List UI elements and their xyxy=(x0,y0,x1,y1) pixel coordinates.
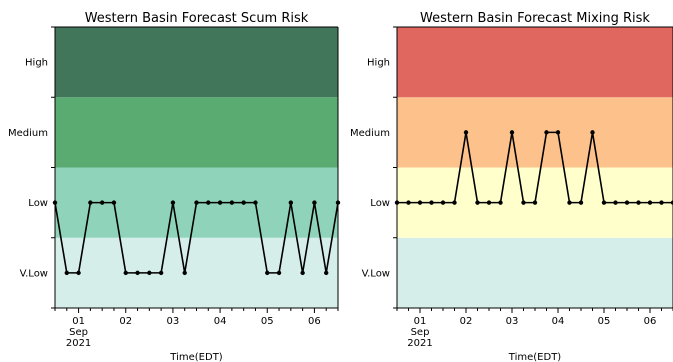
data-point xyxy=(241,200,246,205)
data-point xyxy=(578,200,584,205)
data-point xyxy=(452,200,457,205)
data-point xyxy=(265,270,270,276)
data-point xyxy=(170,200,176,205)
data-point xyxy=(206,200,211,205)
data-point xyxy=(135,270,140,276)
y-tick-label: V.Low xyxy=(362,268,390,279)
risk-band-vlow xyxy=(397,237,673,308)
x-tick-label: 06 xyxy=(644,316,657,327)
y-tick-label: V.Low xyxy=(20,268,48,279)
x-tick-label: 2021 xyxy=(407,338,432,349)
data-point xyxy=(147,270,152,276)
data-point xyxy=(76,270,81,276)
x-tick-label: 05 xyxy=(598,316,611,327)
x-tick-label: 01 xyxy=(414,316,427,327)
data-point xyxy=(158,270,164,276)
risk-band-medium xyxy=(397,97,673,168)
data-point xyxy=(288,200,294,205)
x-axis-label: Time(EDT) xyxy=(508,352,562,362)
data-point xyxy=(601,200,607,205)
data-point xyxy=(88,200,93,205)
risk-band-vlow xyxy=(55,237,338,308)
data-point xyxy=(229,200,235,205)
data-point xyxy=(52,200,58,205)
x-tick-label: Sep xyxy=(69,327,88,338)
data-point xyxy=(217,200,223,205)
x-tick-label: 04 xyxy=(552,316,565,327)
data-point xyxy=(406,200,411,205)
x-tick-label: 04 xyxy=(214,316,227,327)
y-tick-label: High xyxy=(367,58,390,69)
x-tick-label: 2021 xyxy=(66,338,91,349)
data-point xyxy=(647,200,653,205)
data-point xyxy=(123,270,128,276)
data-point xyxy=(335,200,341,205)
data-point xyxy=(475,200,480,205)
x-tick-label: 03 xyxy=(167,316,180,327)
y-tick-label: High xyxy=(25,58,48,69)
x-axis-label: Time(EDT) xyxy=(169,352,223,362)
data-point xyxy=(253,200,258,205)
data-point xyxy=(670,200,673,205)
data-point xyxy=(521,200,526,205)
x-tick-label: 05 xyxy=(261,316,274,327)
data-point xyxy=(509,130,515,135)
data-point xyxy=(613,200,618,205)
data-point xyxy=(624,200,630,205)
chart-title: Western Basin Forecast Scum Risk xyxy=(85,11,309,26)
data-point xyxy=(312,200,317,205)
data-point xyxy=(64,270,69,276)
risk-band-high xyxy=(397,27,673,98)
y-tick-label: Low xyxy=(370,198,390,209)
data-point xyxy=(486,200,492,205)
data-point xyxy=(417,200,423,205)
data-point xyxy=(532,200,538,205)
data-point xyxy=(324,270,329,276)
x-tick-label: 06 xyxy=(308,316,321,327)
risk-band-medium xyxy=(55,97,338,168)
data-point xyxy=(182,270,187,276)
data-point xyxy=(440,200,446,205)
data-point xyxy=(394,200,400,205)
x-tick-label: 03 xyxy=(506,316,519,327)
data-point xyxy=(194,200,199,205)
chart-title: Western Basin Forecast Mixing Risk xyxy=(420,11,650,26)
x-tick-label: 02 xyxy=(119,316,132,327)
data-point xyxy=(429,200,434,205)
data-point xyxy=(300,270,305,276)
data-point xyxy=(567,200,572,205)
x-tick-label: Sep xyxy=(411,327,430,338)
x-tick-label: 02 xyxy=(460,316,473,327)
data-point xyxy=(659,200,664,205)
data-point xyxy=(498,200,503,205)
data-point xyxy=(111,200,117,205)
data-point xyxy=(590,130,595,135)
x-tick-label: 01 xyxy=(72,316,85,327)
data-point xyxy=(276,270,282,276)
y-tick-label: Medium xyxy=(8,128,48,139)
data-point xyxy=(463,130,469,135)
data-point xyxy=(99,200,105,205)
data-point xyxy=(544,130,549,135)
y-tick-label: Low xyxy=(28,198,48,209)
data-point xyxy=(636,200,641,205)
data-point xyxy=(555,130,561,135)
y-tick-label: Medium xyxy=(350,128,390,139)
risk-band-high xyxy=(55,27,338,98)
